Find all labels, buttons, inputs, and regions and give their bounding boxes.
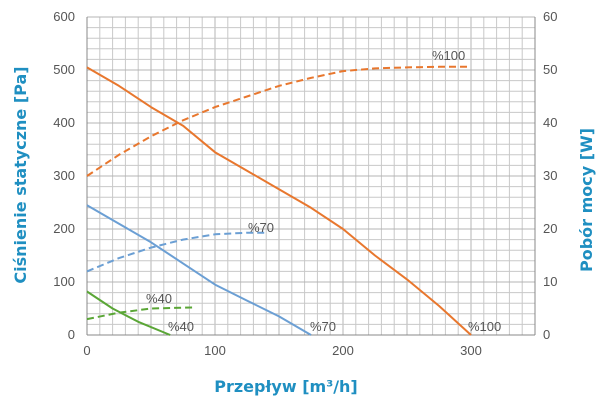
y-right-tick-label: 20 [543,221,557,236]
x-tick-label: 300 [460,343,482,358]
label-pressure-40: %40 [168,319,194,334]
x-tick-label: 200 [332,343,354,358]
x-tick-label: 100 [204,343,226,358]
series-line-power-100 [86,65,471,177]
y-right-tick-label: 60 [543,9,557,24]
y-right-tick-label: 0 [543,327,550,342]
label-pressure-100: %100 [468,319,501,334]
series-line-pressure-100 [86,66,472,336]
series-line-pressure-70 [86,204,312,336]
x-axis-title: Przepływ [m³/h] [214,377,358,396]
label-power-100: %100 [432,48,465,63]
label-power-70: %70 [248,220,274,235]
series-line-pressure-40 [86,290,171,336]
y-left-tick-label: 600 [53,9,75,24]
y-right-tick-label: 30 [543,168,557,183]
label-power-40: %40 [146,291,172,306]
grid [86,16,536,336]
y-right-tick-label: 10 [543,274,557,289]
y-right-tick-label: 50 [543,62,557,77]
series-lines [86,65,472,336]
label-pressure-70: %70 [310,319,336,334]
y-right-tick-label: 40 [543,115,557,130]
series-line-power-70 [86,231,267,273]
series-labels: %100 %70 %40 %40 %70 %100 [146,48,501,334]
y-left-tick-label: 300 [53,168,75,183]
y-left-tick-label: 500 [53,62,75,77]
y-left-tick-label: 100 [53,274,75,289]
x-tick-label: 0 [83,343,90,358]
y-right-axis-title: Pobór mocy [W] [577,128,596,272]
y-left-tick-label: 200 [53,221,75,236]
y-left-tick-label: 0 [68,327,75,342]
y-left-tick-label: 400 [53,115,75,130]
series-line-power-40 [86,306,196,321]
axes: 0 100 200 300 0 100 200 300 400 500 600 0 10 20 30 40 50… [53,9,557,358]
y-left-axis-title: Ciśnienie statyczne [Pa] [11,66,30,283]
